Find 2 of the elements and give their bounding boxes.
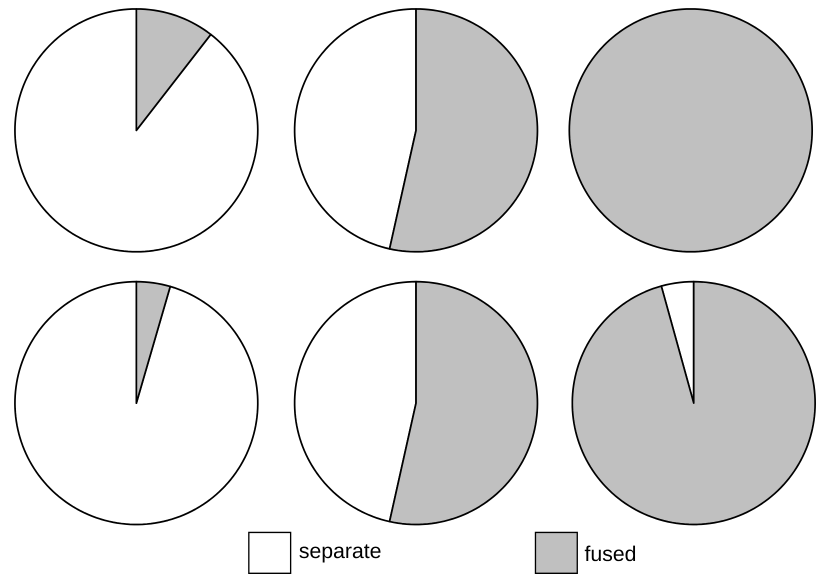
legend-label: separate xyxy=(299,544,381,562)
legend-label: fused xyxy=(584,545,636,562)
